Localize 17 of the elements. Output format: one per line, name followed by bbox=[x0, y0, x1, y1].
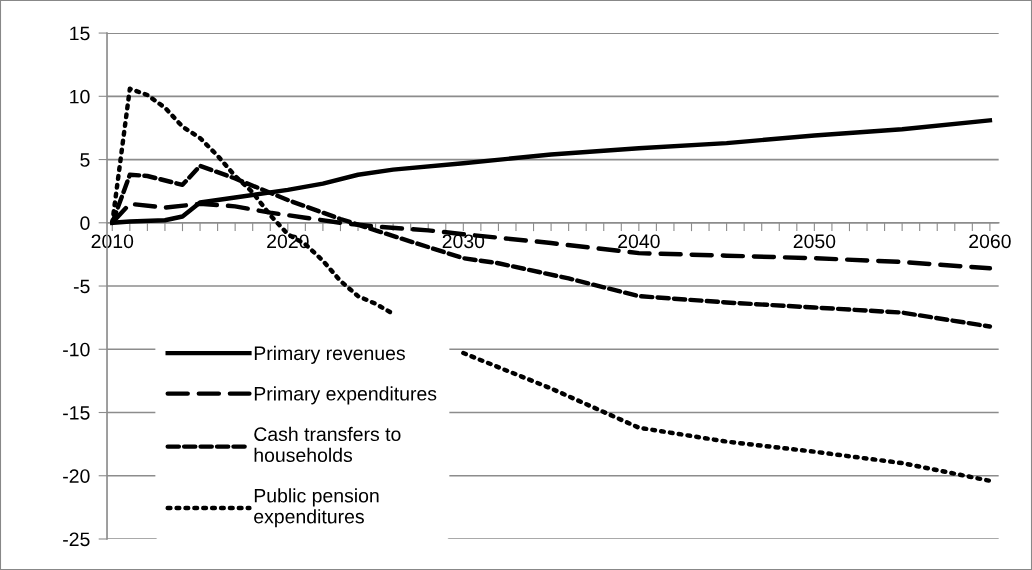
legend-label: Cash transfers to households bbox=[254, 426, 401, 463]
y-tick-label: 5 bbox=[80, 153, 90, 167]
y-tick-label: -5 bbox=[73, 279, 90, 294]
x-tick-label: 2060 bbox=[969, 234, 1011, 249]
y-tick-label: -15 bbox=[63, 406, 90, 420]
legend-label: Public pension expenditures bbox=[254, 488, 379, 528]
x-tick-label: 2010 bbox=[91, 234, 134, 249]
legend-label: Primary revenues bbox=[254, 345, 405, 364]
y-tick-label: 10 bbox=[70, 89, 90, 104]
y-tick-label: 15 bbox=[70, 26, 90, 41]
x-tick-label: 2050 bbox=[793, 234, 836, 249]
y-tick-label: -10 bbox=[63, 342, 90, 357]
y-tick-label: -20 bbox=[63, 469, 90, 483]
y-tick-label: 0 bbox=[80, 216, 90, 231]
legend-label: Primary expenditures bbox=[254, 386, 437, 405]
x-tick-label: 2040 bbox=[618, 234, 660, 249]
y-tick-label: -25 bbox=[63, 532, 90, 547]
